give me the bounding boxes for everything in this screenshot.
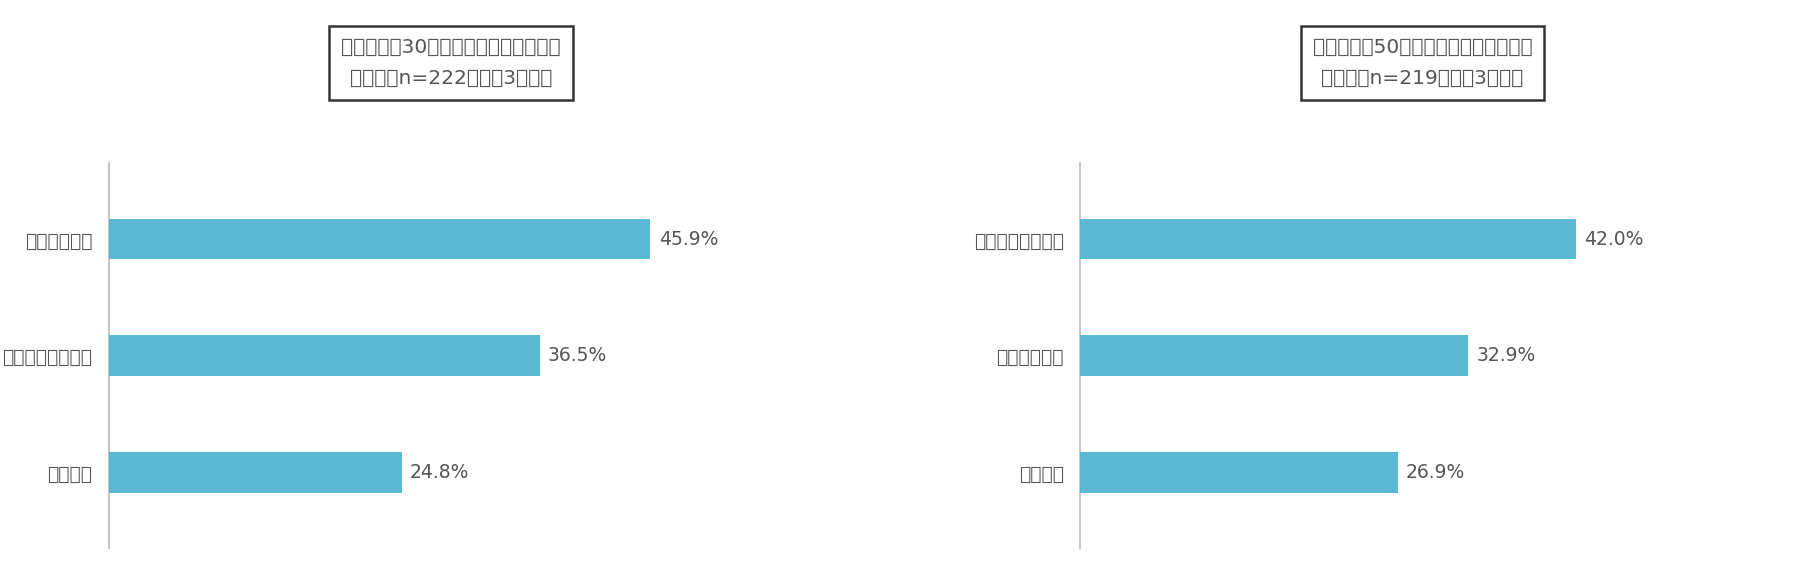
Text: 45.9%: 45.9% [658, 230, 719, 248]
Bar [1080, 452, 1397, 493]
Bar [109, 219, 651, 259]
Text: 【年代別・50代】課題解決を期待する
テーマ（n=219、上位3回答）: 【年代別・50代】課題解決を期待する テーマ（n=219、上位3回答） [1313, 38, 1532, 88]
Bar [1080, 219, 1575, 259]
Bar [1080, 335, 1468, 376]
Bar [109, 452, 402, 493]
Text: 32.9%: 32.9% [1477, 346, 1535, 365]
Text: 【年代別・30代】課題解決を期待する
テーマ（n=222、上位3回答）: 【年代別・30代】課題解決を期待する テーマ（n=222、上位3回答） [342, 38, 560, 88]
Text: 42.0%: 42.0% [1584, 230, 1643, 248]
Text: 26.9%: 26.9% [1406, 463, 1464, 482]
Text: 36.5%: 36.5% [548, 346, 608, 365]
Bar [109, 335, 540, 376]
Text: 24.8%: 24.8% [409, 463, 469, 482]
